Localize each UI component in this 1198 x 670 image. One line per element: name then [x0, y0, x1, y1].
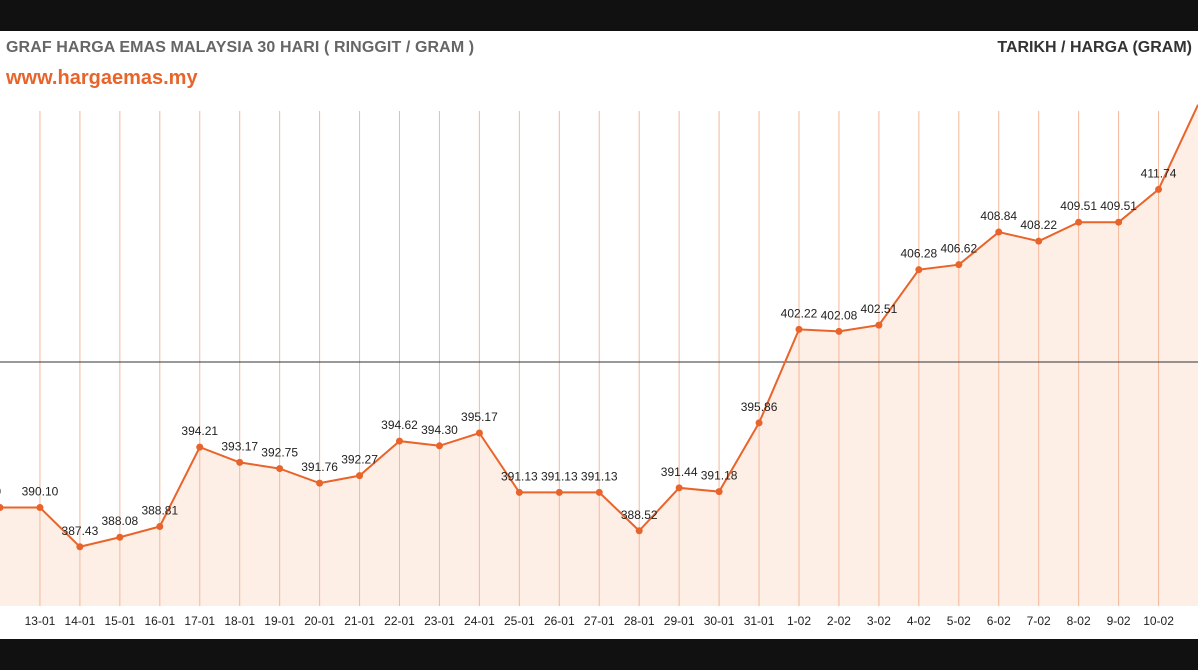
data-point-20-01 [316, 479, 324, 487]
data-label-18-01: 393.17 [221, 439, 258, 453]
x-tick-label-24-01: 24-01 [464, 614, 495, 628]
data-label-29-01: 391.44 [661, 465, 698, 479]
data-label-25-01: 391.13 [501, 469, 538, 483]
website-link[interactable]: www.hargaemas.my [6, 67, 198, 89]
x-tick-label-3-02: 3-02 [867, 614, 891, 628]
x-tick-label-17-01: 17-01 [184, 614, 215, 628]
data-point-9-02 [1115, 218, 1123, 226]
data-point-26-01 [555, 488, 563, 496]
data-point-28-01 [635, 527, 643, 535]
x-tick-label-6-02: 6-02 [987, 614, 1011, 628]
data-point-29-01 [675, 484, 683, 492]
data-point-31-01 [755, 419, 763, 427]
data-point-6-02 [995, 228, 1003, 236]
legend-label: TARIKH / HARGA (GRAM) [997, 39, 1192, 56]
x-tick-label-5-02: 5-02 [947, 614, 971, 628]
x-tick-label-15-01: 15-01 [104, 614, 135, 628]
data-label-30-01: 391.18 [701, 469, 738, 483]
data-point-30-01 [715, 488, 723, 496]
data-label-26-01: 391.13 [541, 469, 578, 483]
data-label-5-02: 406.62 [940, 242, 977, 256]
x-tick-label-20-01: 20-01 [304, 614, 335, 628]
data-point-8-02 [1075, 218, 1083, 226]
data-label-1-02: 402.22 [781, 306, 818, 320]
data-label-23-01: 394.30 [421, 423, 458, 437]
data-label-16-01: 388.81 [141, 503, 178, 517]
x-tick-label-23-01: 23-01 [424, 614, 455, 628]
x-tick-label-7-02: 7-02 [1027, 614, 1051, 628]
data-point-19-01 [276, 465, 284, 473]
x-tick-label-22-01: 22-01 [384, 614, 415, 628]
x-tick-label-1-02: 1-02 [787, 614, 811, 628]
data-point-22-01 [396, 437, 403, 445]
data-label-31-01: 395.86 [741, 400, 778, 414]
data-label-14-01: 387.43 [62, 524, 99, 538]
x-tick-label-29-01: 29-01 [664, 614, 695, 628]
data-label-22-01: 394.62 [381, 418, 418, 432]
data-point-13-01 [36, 504, 44, 512]
x-tick-label-9-02: 9-02 [1107, 614, 1131, 628]
x-tick-label-27-01: 27-01 [584, 614, 615, 628]
data-label-6-02: 408.84 [980, 209, 1017, 223]
x-tick-label-26-01: 26-01 [544, 614, 575, 628]
data-label-9-02: 409.51 [1100, 199, 1137, 213]
x-tick-label-31-01: 31-01 [744, 614, 775, 628]
data-label-7-02: 408.22 [1020, 218, 1057, 232]
x-tick-label-10-02: 10-02 [1143, 614, 1174, 628]
data-point-3-02 [875, 321, 883, 329]
data-label-3-02: 402.51 [861, 302, 898, 316]
data-point-1-02 [795, 325, 803, 333]
data-point-7-02 [1035, 237, 1043, 245]
data-point-10-02 [1155, 185, 1163, 193]
data-point-23-01 [435, 442, 443, 450]
x-tick-label-18-01: 18-01 [224, 614, 255, 628]
x-tick-label-14-01: 14-01 [65, 614, 96, 628]
x-tick-label-13-01: 13-01 [25, 614, 56, 628]
data-point-5-02 [955, 261, 963, 269]
data-label-21-01: 392.27 [341, 453, 378, 467]
data-label-2-02: 402.08 [821, 308, 858, 322]
data-label-17-01: 394.21 [181, 424, 218, 438]
data-label-27-01: 391.13 [581, 469, 618, 483]
data-label-8-02: 409.51 [1060, 199, 1097, 213]
x-tick-label-2-02: 2-02 [827, 614, 851, 628]
area-fill [0, 104, 1198, 606]
data-point-2-02 [835, 327, 843, 335]
data-point-start [0, 504, 4, 512]
data-label-10-02: 411.74 [1141, 166, 1177, 180]
bottom-letterbox-bar [0, 639, 1198, 670]
top-letterbox-bar [0, 0, 1198, 31]
data-point-27-01 [595, 488, 603, 496]
data-label-20-01: 391.76 [301, 460, 338, 474]
data-point-24-01 [475, 429, 483, 437]
data-label-19-01: 392.75 [261, 446, 298, 460]
data-label-15-01: 388.08 [101, 514, 138, 528]
data-point-16-01 [156, 522, 164, 530]
data-point-14-01 [76, 543, 84, 551]
chart-title: GRAF HARGA EMAS MALAYSIA 30 HARI ( RINGG… [6, 39, 475, 56]
data-point-25-01 [515, 488, 523, 496]
chart-panel: 13-01 14-01 15-01 16-01 17-01 18-01 19-01 20-01… [0, 31, 1198, 639]
x-tick-label-19-01: 19-01 [264, 614, 295, 628]
gold-price-chart: 13-01 14-01 15-01 16-01 17-01 18-01 19-01 20-01… [0, 104, 1198, 628]
data-point-17-01 [196, 443, 204, 451]
x-tick-label-4-02: 4-02 [907, 614, 931, 628]
x-tick-label-30-01: 30-01 [704, 614, 735, 628]
x-tick-label-25-01: 25-01 [504, 614, 535, 628]
data-point-15-01 [116, 533, 124, 541]
x-tick-label-8-02: 8-02 [1067, 614, 1091, 628]
data-label-28-01: 388.52 [621, 508, 658, 522]
data-label-4-02: 406.28 [900, 247, 937, 261]
x-tick-label-28-01: 28-01 [624, 614, 655, 628]
data-point-21-01 [356, 472, 364, 480]
x-tick-label-21-01: 21-01 [344, 614, 375, 628]
data-point-4-02 [915, 266, 923, 274]
data-label-start: .10 [0, 485, 1, 499]
x-tick-label-16-01: 16-01 [144, 614, 175, 628]
data-label-13-01: 390.10 [22, 485, 59, 499]
data-point-18-01 [236, 458, 244, 466]
data-label-24-01: 395.17 [461, 410, 498, 424]
